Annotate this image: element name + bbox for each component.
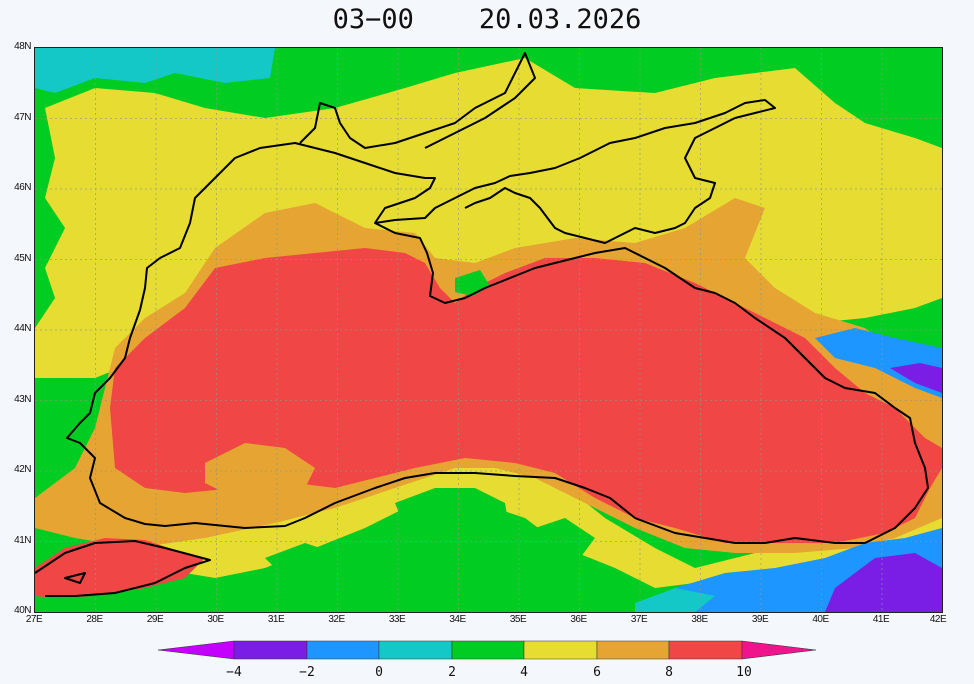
map-title: 03−00 20.03.2026 [332, 4, 642, 35]
x-tick-label: 42E [929, 614, 947, 625]
field-cyan-northwest [35, 48, 275, 93]
x-tick-label: 38E [691, 614, 708, 625]
x-tick-label: 39E [751, 614, 769, 625]
colorbar-label: 4 [520, 665, 528, 680]
y-tick-label: 40N [14, 605, 31, 616]
field-orange-tongue [205, 443, 315, 493]
y-tick-label: 42N [14, 464, 31, 475]
crimea-azov-coastline [374, 99, 776, 244]
field-purple-east [890, 363, 942, 393]
x-tick-label: 32E [328, 614, 345, 625]
graticule [35, 48, 942, 612]
field-green-south-1 [395, 488, 510, 548]
colorbar-label: 10 [736, 665, 752, 680]
field-red-sea [110, 248, 942, 543]
x-tick-label: 27E [25, 614, 43, 625]
x-tick-label: 41E [872, 614, 890, 625]
colorbar-segment [233, 640, 308, 660]
field-blue-east [815, 328, 942, 398]
y-tick-label: 45N [14, 252, 31, 264]
temperature-field [35, 48, 942, 612]
colorbar [158, 640, 817, 660]
colorbar-label: −2 [299, 665, 315, 680]
x-tick-label: 35E [509, 614, 527, 625]
y-tick-label: 43N [14, 393, 31, 405]
marmara-coastline [35, 540, 211, 597]
x-tick-label: 40E [812, 614, 829, 625]
colorbar-segment [451, 640, 525, 660]
colorbar-label: 6 [593, 665, 601, 680]
y-tick-label: 41N [14, 534, 31, 546]
north-coastline [299, 52, 536, 149]
colorbar-label: 0 [375, 665, 383, 680]
field-green-south-2 [535, 518, 595, 558]
x-tick-label: 37E [630, 614, 648, 625]
y-tick-label: 47N [14, 111, 31, 123]
black-sea-coastline [66, 142, 929, 544]
colorbar-segment [378, 640, 453, 660]
colorbar-segment [306, 640, 380, 660]
x-tick-label: 33E [388, 614, 406, 625]
colorbar-segment [523, 640, 598, 660]
map-plot-area[interactable] [34, 47, 943, 613]
x-tick-label: 34E [449, 614, 466, 625]
colorbar-segment [668, 640, 743, 660]
colorbar-segment [596, 640, 670, 660]
x-tick-label: 31E [267, 614, 285, 625]
colorbar-segment [741, 640, 817, 660]
y-tick-label: 48N [14, 41, 31, 52]
y-tick-label: 44N [14, 323, 31, 334]
colorbar-label: −4 [226, 665, 242, 680]
x-tick-label: 36E [570, 614, 587, 625]
colorbar-label: 2 [448, 665, 456, 680]
x-tick-label: 30E [207, 614, 224, 625]
field-green-south-3 [265, 543, 335, 578]
field-purple-southeast [825, 553, 942, 612]
x-tick-label: 29E [146, 614, 164, 625]
field-cyan-southeast [635, 588, 715, 612]
colorbar-label: 8 [665, 665, 673, 680]
colorbar-segment [158, 640, 235, 660]
y-tick-label: 46N [14, 182, 31, 193]
x-tick-label: 28E [86, 614, 103, 625]
